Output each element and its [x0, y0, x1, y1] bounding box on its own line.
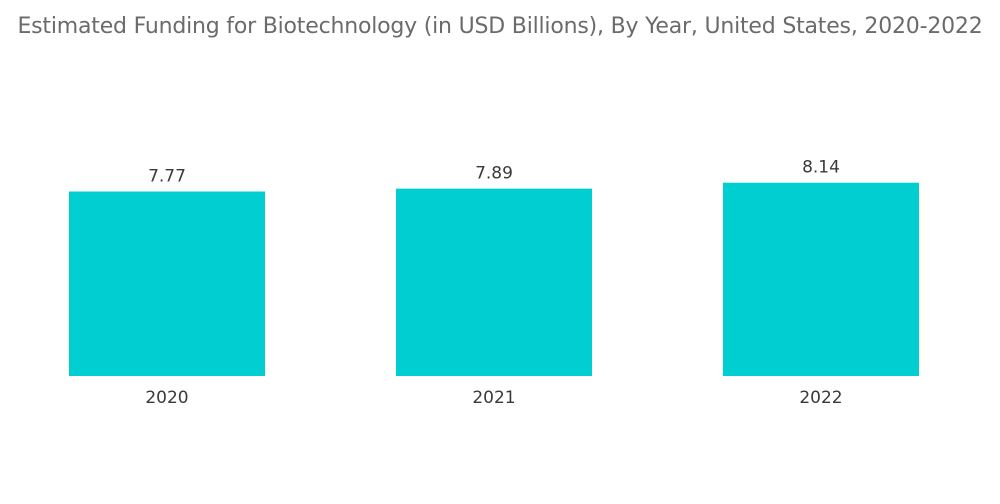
chart-title: Estimated Funding for Biotechnology (in … — [17, 14, 983, 39]
value-label-2022: 8.14 — [802, 158, 840, 178]
value-labels-layer: 7.77 7.89 8.14 — [148, 158, 840, 187]
x-tick-label-2021: 2021 — [472, 388, 515, 408]
value-label-2021: 7.89 — [475, 164, 513, 184]
x-tick-label-2020: 2020 — [145, 388, 188, 408]
x-axis-ticks-layer: 2020 2021 2022 — [145, 388, 842, 408]
bar-2021 — [396, 188, 592, 376]
value-label-2020: 7.77 — [148, 167, 186, 187]
bar-2022 — [723, 182, 919, 376]
x-tick-label-2022: 2022 — [799, 388, 842, 408]
bar-2020 — [69, 191, 265, 376]
bars-layer — [69, 182, 919, 376]
